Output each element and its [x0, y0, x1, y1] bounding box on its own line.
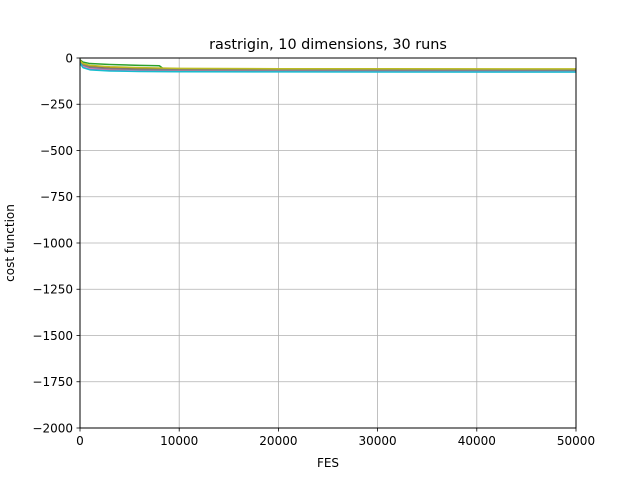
- chart-title: rastrigin, 10 dimensions, 30 runs: [209, 37, 447, 53]
- y-tick-label: −1500: [32, 329, 73, 343]
- x-tick-label: 30000: [359, 434, 397, 448]
- y-tick-label: −1250: [32, 283, 73, 297]
- x-tick-label: 20000: [259, 434, 297, 448]
- y-tick-label: −750: [40, 190, 73, 204]
- x-tick-label: 50000: [557, 434, 595, 448]
- x-axis-label: FES: [317, 456, 339, 470]
- x-tick-label: 0: [76, 434, 84, 448]
- y-tick-label: −250: [40, 98, 73, 112]
- y-tick-label: −500: [40, 144, 73, 158]
- y-tick-label: −2000: [32, 421, 73, 435]
- x-tick-label: 10000: [160, 434, 198, 448]
- x-tick-label: 40000: [458, 434, 496, 448]
- y-axis-ticks: 0 −250 −500 −750 −1000 −1250 −1500 −1750 −2000: [32, 51, 80, 435]
- y-axis-label: cost function: [3, 204, 17, 282]
- y-tick-label: −1000: [32, 236, 73, 250]
- y-tick-label: 0: [65, 51, 73, 65]
- y-tick-label: −1750: [32, 375, 73, 389]
